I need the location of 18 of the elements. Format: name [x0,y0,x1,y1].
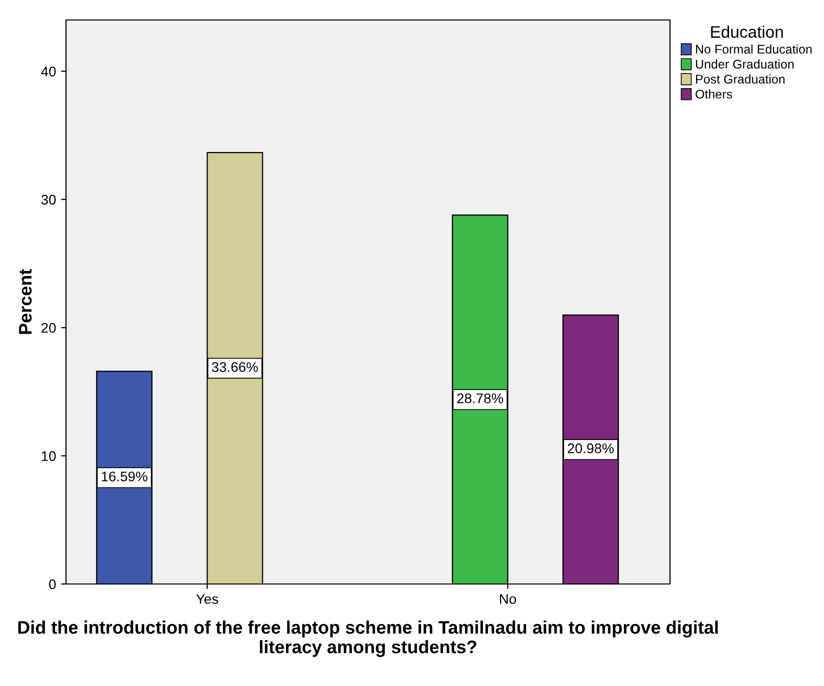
legend-title: Education [711,26,783,38]
y-tick-label: 20 [42,322,56,333]
legend-label: Post Graduation [696,74,785,84]
legend-label: Others [696,89,732,99]
x-tick-label: No [500,594,516,604]
data-label: 16.59% [102,472,148,482]
data-label: 28.78% [457,393,504,404]
data-label: 33.66% [212,362,258,372]
y-tick-label: 0 [49,579,56,590]
x-tick-label: Yes [196,594,218,604]
y-tick-label: 40 [41,66,56,76]
y-tick-label: 30 [41,194,56,205]
x-axis-title: Did the introduction of the free laptop scheme in Tamilnadu aim to improve digital literacy among students? [18,620,718,657]
data-label: 20.98% [568,443,614,454]
y-axis-title: Percent [19,269,32,334]
legend-label: No Formal Education [696,44,812,54]
legend-label: Under Graduation [696,59,794,69]
y-tick-label: 10 [42,451,56,461]
